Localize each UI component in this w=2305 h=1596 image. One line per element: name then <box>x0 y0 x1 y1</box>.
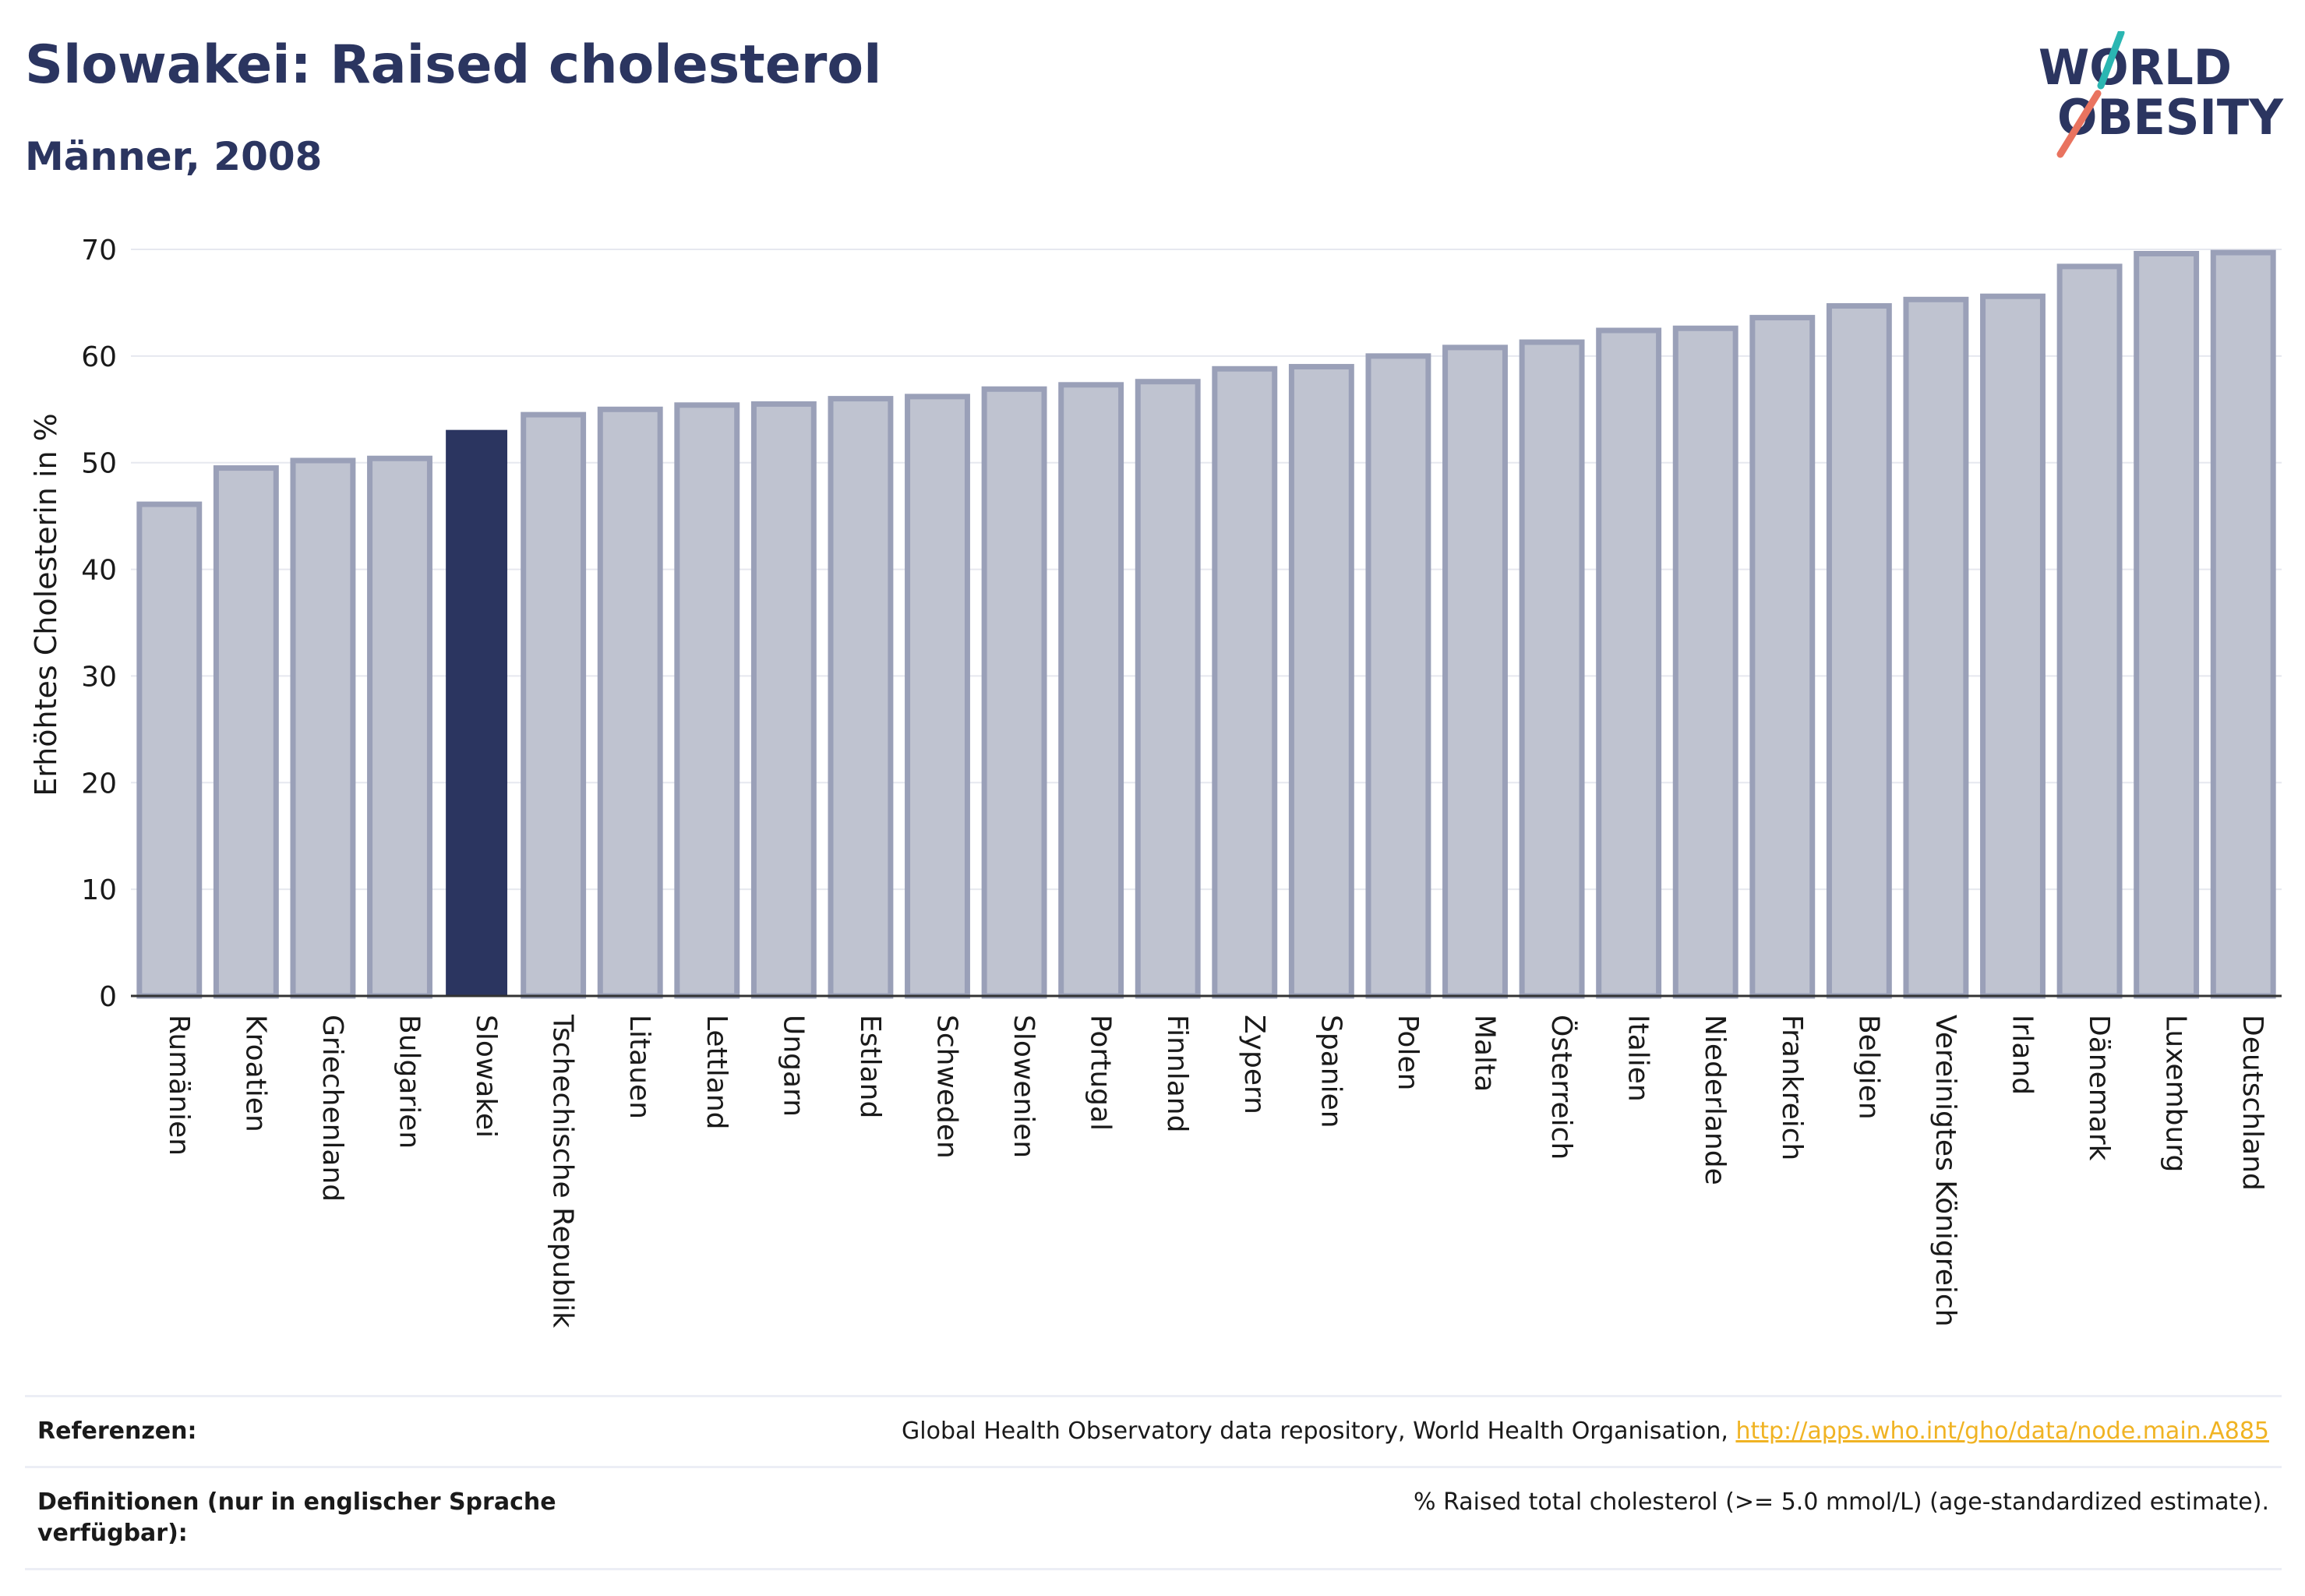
bar-slowenien[interactable] <box>981 386 1047 999</box>
bars <box>136 249 2276 999</box>
bar-malta[interactable] <box>1442 344 1508 999</box>
x-tick-label: Slowenien <box>1008 1015 1040 1158</box>
bar-rumänien[interactable] <box>136 501 203 999</box>
references-row: Referenzen: Global Health Observatory da… <box>25 1397 2282 1468</box>
x-tick-label: Niederlande <box>1699 1015 1731 1185</box>
bar-vereinigtes-königreich[interactable] <box>1903 296 1969 999</box>
bar-luxemburg[interactable] <box>2134 250 2200 999</box>
x-tick-label: Zypern <box>1238 1015 1270 1114</box>
x-tick-label: Spanien <box>1315 1015 1347 1128</box>
bar-niederlande[interactable] <box>1672 325 1738 999</box>
x-tick-label: Litauen <box>623 1015 655 1119</box>
y-tick-label: 20 <box>81 768 117 800</box>
y-tick-label: 30 <box>81 661 117 693</box>
x-tick-label: Österreich <box>1545 1015 1578 1160</box>
bar-lettland[interactable] <box>674 402 740 999</box>
definitions-label: Definitionen (nur in englischer Sprache … <box>37 1488 556 1547</box>
x-tick-label: Italien <box>1622 1015 1654 1102</box>
x-tick-label: Lettland <box>701 1015 732 1130</box>
bar-zypern[interactable] <box>1212 365 1278 999</box>
references-label: Referenzen: <box>37 1418 197 1445</box>
bar-irland[interactable] <box>1980 293 2046 999</box>
bar-estland[interactable] <box>828 396 894 999</box>
x-tick-label: Griechenland <box>316 1015 348 1202</box>
y-axis-label: Erhöhtes Cholesterin in % <box>29 413 63 796</box>
x-tick-label: Frankreich <box>1776 1015 1808 1160</box>
bar-spanien[interactable] <box>1288 364 1354 999</box>
bar-litauen[interactable] <box>597 406 663 999</box>
bar-frankreich[interactable] <box>1749 315 1816 999</box>
x-tick-label: Bulgarien <box>394 1015 425 1149</box>
x-tick-label: Malta <box>1469 1015 1501 1092</box>
y-tick-label: 40 <box>81 555 117 587</box>
world-obesity-logo: WORLD OBESITY <box>2038 31 2284 158</box>
y-tick-label: 70 <box>81 235 117 267</box>
references-text: Global Health Observatory data repositor… <box>902 1418 1736 1445</box>
bar-ungarn[interactable] <box>750 401 817 999</box>
x-tick-labels: Rumänien Kroatien Griechenland Bulgarien Slo… <box>163 1014 2268 1328</box>
x-tick-label: Luxemburg <box>2160 1015 2192 1172</box>
y-tick-label: 60 <box>81 341 117 373</box>
x-tick-label: Tschechische Republik <box>547 1014 579 1328</box>
x-tick-label: Deutschland <box>2236 1015 2268 1191</box>
x-tick-label: Schweden <box>931 1015 963 1159</box>
bar-bulgarien[interactable] <box>367 455 432 999</box>
logo-slash-teal <box>2097 31 2125 90</box>
y-tick-label: 0 <box>99 981 117 1013</box>
bar-chart: 0 10 20 30 40 50 60 70 Erhöhtes Cholesterin in … <box>29 235 2282 1328</box>
bar-finnland[interactable] <box>1135 379 1201 999</box>
references-table: Referenzen: Global Health Observatory da… <box>25 1395 2282 1570</box>
x-tick-label: Polen <box>1392 1015 1424 1090</box>
x-tick-label: Kroatien <box>239 1015 271 1132</box>
bar-dänemark[interactable] <box>2056 263 2123 999</box>
bar-polen[interactable] <box>1365 353 1431 999</box>
chart-title: Slowakei: Raised cholesterol <box>25 34 882 96</box>
x-tick-label: Finnland <box>1161 1015 1193 1132</box>
y-tick-labels: 0 10 20 30 40 50 60 70 <box>81 235 117 1013</box>
bar-slowakei[interactable] <box>446 429 508 997</box>
definitions-value: % Raised total cholesterol (>= 5.0 mmol/… <box>1414 1488 2269 1516</box>
bar-tschechische-republik[interactable] <box>521 411 587 999</box>
bar-portugal[interactable] <box>1058 382 1124 999</box>
x-tick-label: Vereinigtes Königreich <box>1929 1015 1961 1327</box>
logo-slash-coral <box>2056 90 2102 158</box>
x-tick-label: Irland <box>2007 1015 2038 1095</box>
chart-subtitle: Männer, 2008 <box>25 134 323 179</box>
logo-line-1: WORLD <box>2038 39 2232 96</box>
bar-belgien[interactable] <box>1826 303 1892 999</box>
bar-österreich[interactable] <box>1519 339 1585 999</box>
bar-griechenland[interactable] <box>290 457 356 999</box>
x-tick-label: Estland <box>854 1015 886 1118</box>
y-tick-label: 10 <box>81 874 117 906</box>
bar-italien[interactable] <box>1596 327 1662 999</box>
bar-kroatien[interactable] <box>213 465 279 999</box>
x-tick-label: Rumänien <box>163 1015 195 1156</box>
x-tick-label: Belgien <box>1852 1015 1884 1120</box>
references-link[interactable]: http://apps.who.int/gho/data/node.main.A… <box>1735 1418 2269 1445</box>
bar-schweden[interactable] <box>905 394 970 999</box>
bar-deutschland[interactable] <box>2210 249 2276 999</box>
y-tick-label: 50 <box>81 448 117 480</box>
x-tick-label: Ungarn <box>777 1015 809 1117</box>
x-tick-label: Slowakei <box>470 1015 502 1138</box>
x-tick-label: Portugal <box>1085 1015 1117 1131</box>
definitions-row: Definitionen (nur in englischer Sprache … <box>25 1468 2282 1570</box>
references-value: Global Health Observatory data repositor… <box>902 1416 2269 1447</box>
x-tick-label: Dänemark <box>2083 1015 2115 1161</box>
